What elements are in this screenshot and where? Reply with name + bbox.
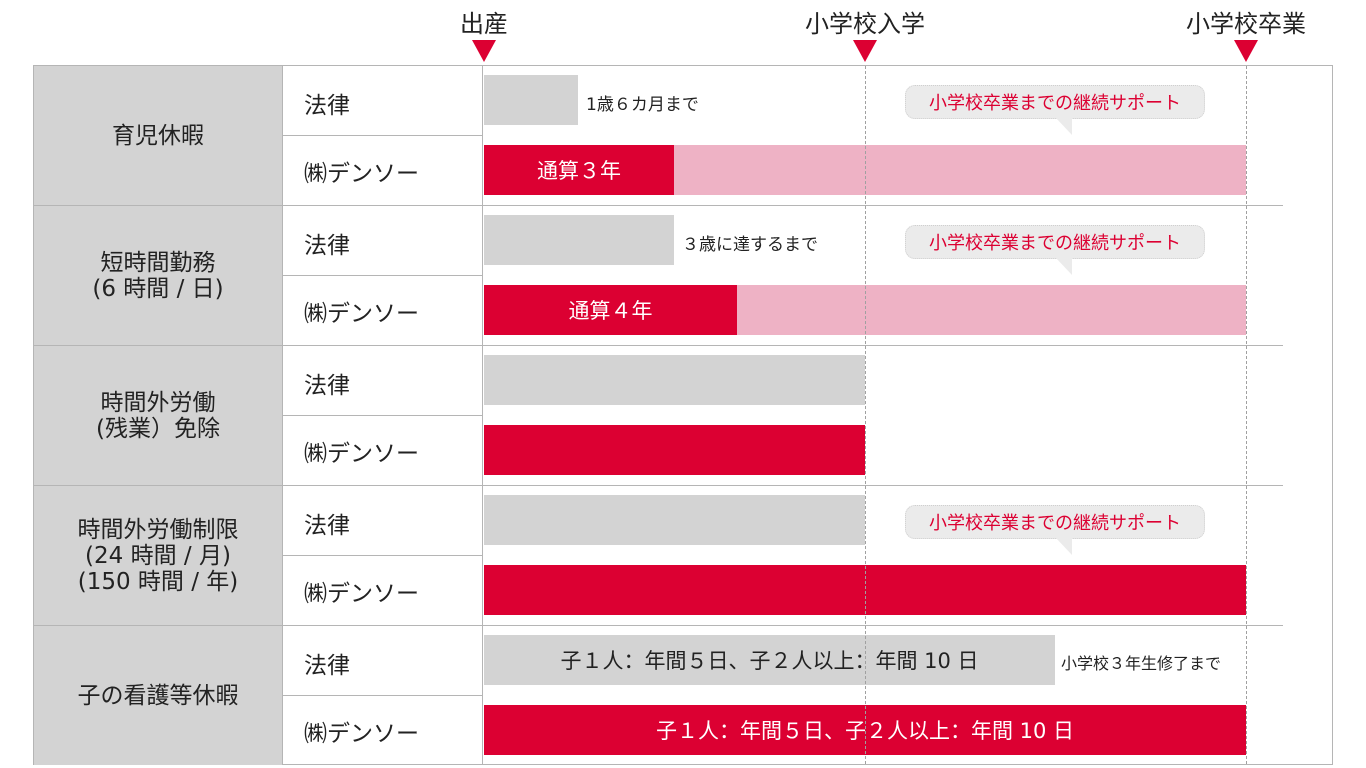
law-note: 1歳６カ月まで	[586, 95, 699, 115]
continued-support-bubble: 小学校卒業までの継続サポート	[905, 85, 1205, 119]
school-graduation-guide-line	[1246, 66, 1247, 764]
company-extension-bar	[674, 145, 1246, 195]
row-divider	[283, 415, 483, 416]
company-bar	[484, 425, 865, 475]
law-bar	[484, 75, 578, 125]
company-row-label: ㈱デンソー	[283, 696, 483, 765]
category-label: 時間外労働 (残業）免除	[34, 346, 283, 486]
school-entry-guide-line	[865, 66, 866, 764]
law-note: ３歳に達するまで	[682, 235, 818, 255]
milestone-school-entry-marker-icon	[853, 40, 877, 62]
category-label: 短時間勤務 (6 時間 / 日)	[34, 206, 283, 346]
row-divider	[283, 555, 483, 556]
company-row-label: ㈱デンソー	[283, 556, 483, 626]
law-bar: 子１人：年間５日、子２人以上：年間 10 日	[484, 635, 1055, 685]
row-divider	[283, 275, 483, 276]
bubble-tail-icon	[1056, 258, 1072, 275]
law-row-label: 法律	[283, 346, 483, 416]
law-note: 小学校３年生修了まで	[1061, 654, 1222, 673]
company-row-label: ㈱デンソー	[283, 416, 483, 486]
category-divider	[34, 625, 1283, 626]
comparison-table-frame	[33, 65, 1333, 765]
category-label-text: 短時間勤務 (6 時間 / 日)	[92, 250, 224, 302]
law-row-label: 法律	[283, 486, 483, 556]
law-bar	[484, 355, 865, 405]
milestone-birth-label: 出産	[460, 10, 508, 38]
milestone-school-entry-label: 小学校入学	[805, 10, 925, 38]
company-row-label: ㈱デンソー	[283, 276, 483, 346]
continued-support-bubble: 小学校卒業までの継続サポート	[905, 505, 1205, 539]
category-label: 子の看護等休暇	[34, 626, 283, 765]
company-extension-bar	[737, 285, 1246, 335]
law-row-label: 法律	[283, 66, 483, 136]
category-divider	[34, 205, 1283, 206]
bubble-tail-icon	[1056, 118, 1072, 135]
category-label-text: 育児休暇	[112, 123, 204, 149]
category-label: 時間外労働制限 (24 時間 / 月) (150 時間 / 年)	[34, 486, 283, 626]
category-label-text: 時間外労働制限 (24 時間 / 月) (150 時間 / 年)	[77, 517, 239, 595]
law-row-label: 法律	[283, 206, 483, 276]
company-row-label: ㈱デンソー	[283, 136, 483, 206]
law-bar	[484, 495, 865, 545]
category-label-text: 時間外労働 (残業）免除	[96, 390, 220, 442]
company-bar: 通算３年	[484, 145, 674, 195]
category-label-text: 子の看護等休暇	[77, 682, 239, 709]
law-row-label: 法律	[283, 626, 483, 696]
category-divider	[34, 485, 1283, 486]
milestone-birth-marker-icon	[472, 40, 496, 62]
milestone-school-graduation-marker-icon	[1234, 40, 1258, 62]
row-divider	[283, 695, 483, 696]
company-bar: 通算４年	[484, 285, 737, 335]
continued-support-bubble: 小学校卒業までの継続サポート	[905, 225, 1205, 259]
law-bar	[484, 215, 674, 265]
category-label: 育児休暇	[34, 66, 283, 206]
row-divider	[283, 135, 483, 136]
bubble-tail-icon	[1056, 538, 1072, 555]
milestone-school-graduation-label: 小学校卒業	[1186, 10, 1306, 38]
category-divider	[34, 345, 1283, 346]
